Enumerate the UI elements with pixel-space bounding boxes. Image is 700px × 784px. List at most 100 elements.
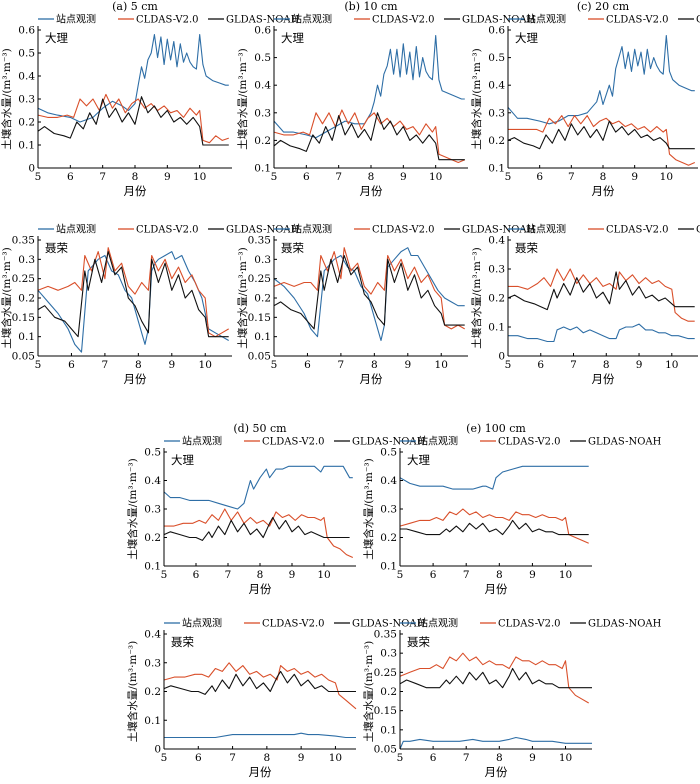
series-line-obs xyxy=(508,323,695,343)
y-tick-label: 0.2 xyxy=(488,293,505,305)
x-tick-label: 9 xyxy=(168,359,175,371)
legend-label: 站点观测 xyxy=(418,435,458,448)
y-tick-label: 0.35 xyxy=(12,235,35,247)
x-tick-label: 8 xyxy=(132,171,139,183)
legend-label: CLDAS-V2.0 xyxy=(372,225,435,236)
y-tick-label: 0.5 xyxy=(254,52,271,64)
legend-label: CLDAS-V2.0 xyxy=(262,437,325,448)
x-tick-label: 5 xyxy=(271,359,278,371)
x-tick-label: 6 xyxy=(195,752,202,764)
y-tick-label: 0.1 xyxy=(254,331,271,343)
series-line-cldas xyxy=(164,508,354,559)
legend-label: GLDAS-NOAH xyxy=(226,15,300,26)
y-axis-label: 土壤含水量/(m³·m⁻³) xyxy=(0,247,13,348)
x-axis-label: 月份 xyxy=(124,372,147,386)
legend-label: CLDAS-V2.0 xyxy=(606,15,669,26)
y-tick-label: 0.4 xyxy=(488,235,505,247)
legend-label: 站点观测 xyxy=(418,617,458,630)
x-tick-label: 6 xyxy=(537,359,544,371)
station-label: 大理 xyxy=(515,31,538,45)
series-line-obs xyxy=(399,465,589,490)
series-line-obs xyxy=(164,732,356,739)
station-label: 聂荣 xyxy=(45,241,68,255)
panel-title: (b) 10 cm xyxy=(344,0,398,13)
x-tick-label: 8 xyxy=(496,752,503,764)
x-tick-label: 7 xyxy=(568,171,575,183)
y-tick-label: 0.2 xyxy=(380,686,397,698)
y-tick-label: 0.3 xyxy=(380,648,397,660)
legend-label: CLDAS-V2.0 xyxy=(498,619,561,630)
x-tick-label: 7 xyxy=(102,359,109,371)
legend-label: CLDAS-V2.0 xyxy=(372,15,435,26)
series-line-gldas xyxy=(507,271,695,311)
x-tick-label: 9 xyxy=(631,171,638,183)
y-tick-label: 0.2 xyxy=(254,293,271,305)
y-tick-label: 0.3 xyxy=(254,107,271,119)
chart-panel-3: 0.1 0.2 0.3 0.4 0.5 0.6 5 6 7 8 9 10 月份 土壤含水量/(m³·m⁻³… xyxy=(470,0,700,198)
x-tick-label: 9 xyxy=(164,171,171,183)
x-tick-label: 8 xyxy=(371,359,378,371)
x-tick-label: 7 xyxy=(463,569,470,581)
legend-label: 站点观测 xyxy=(526,13,566,26)
x-tick-label: 9 xyxy=(298,752,305,764)
x-tick-label: 5 xyxy=(161,752,168,764)
y-tick-label: 0.25 xyxy=(374,667,397,679)
y-tick-label: 0.25 xyxy=(248,273,271,285)
y-tick-label: 0.35 xyxy=(374,629,397,641)
y-tick-label: 0.3 xyxy=(18,254,35,266)
y-tick-label: 0.3 xyxy=(144,657,161,669)
chart-panel-8: 0.1 0.2 0.3 0.4 0.5 5 6 7 8 9 10 月份 土壤含水量/(m³·m⁻³) 站点… xyxy=(362,422,662,596)
x-tick-label: 9 xyxy=(400,171,407,183)
chart-panel-5: 0.050.10.150.20.250.30.355 6 7 8 9 10月份土壤含水量/… xyxy=(236,223,536,387)
y-tick-label: 0.25 xyxy=(12,273,35,285)
x-tick-label: 9 xyxy=(529,752,536,764)
series-line-cldas xyxy=(273,109,466,164)
y-tick-label: 0.2 xyxy=(380,532,397,544)
y-tick-label: 0.4 xyxy=(144,475,161,487)
y-axis-label: 土壤含水量/(m³·m⁻³) xyxy=(236,247,249,348)
legend-label: CLDAS-V2.0 xyxy=(606,225,669,236)
x-tick-label: 7 xyxy=(338,359,345,371)
x-tick-label: 10 xyxy=(317,569,330,581)
y-tick-label: 0.05 xyxy=(248,351,271,363)
y-axis-label: 土壤含水量/(m³·m⁻³) xyxy=(236,48,249,149)
panel-title: (e) 100 cm xyxy=(466,422,526,435)
panel-title: (a) 5 cm xyxy=(112,0,158,13)
y-tick-label: 0.15 xyxy=(12,312,35,324)
series-line-obs xyxy=(507,34,695,125)
x-tick-label: 10 xyxy=(559,752,572,764)
station-label: 聂荣 xyxy=(407,635,430,649)
series-line-cldas xyxy=(163,662,357,710)
station-label: 大理 xyxy=(407,453,430,467)
y-tick-label: 0.2 xyxy=(488,135,505,147)
legend-label: CLDAS-V2.0 xyxy=(136,15,199,26)
y-tick-label: 0.1 xyxy=(144,561,161,573)
chart-panel-4: 0.050.10.150.20.250.30.355 6 7 8 9 10月份土壤含水量/… xyxy=(0,223,300,387)
x-tick-label: 7 xyxy=(99,171,106,183)
x-tick-label: 6 xyxy=(68,359,75,371)
series-line-cldas xyxy=(37,93,229,144)
series-line-cldas xyxy=(508,115,696,166)
y-tick-label: 0.15 xyxy=(374,705,397,717)
x-axis-label: 月份 xyxy=(360,372,383,386)
series-line-gldas xyxy=(37,96,229,146)
station-label: 大理 xyxy=(45,31,68,45)
y-tick-label: 0.35 xyxy=(248,235,271,247)
y-axis-label: 土壤含水量/(m³·m⁻³) xyxy=(470,247,483,348)
station-label: 大理 xyxy=(281,31,304,45)
y-axis-label: 土壤含水量/(m³·m⁻³) xyxy=(470,48,483,149)
x-tick-label: 10 xyxy=(665,359,678,371)
x-tick-label: 10 xyxy=(660,171,673,183)
y-tick-label: 0.2 xyxy=(144,686,161,698)
y-tick-label: 0.4 xyxy=(18,71,35,83)
chart-panel-6: 0 0.1 0.2 0.3 0.4 5 6 7 8 9 10 月份 土壤含水量/(m³·m⁻³) 站点观测… xyxy=(470,223,700,387)
legend-label: 站点观测 xyxy=(292,13,332,26)
y-tick-label: 0.4 xyxy=(254,80,271,92)
y-tick-label: 0 xyxy=(154,744,161,756)
y-tick-label: 0.3 xyxy=(488,264,505,276)
chart-panel-10: 0.05 0.1 0.15 0.2 0.25 0.3 0.35 5 6 7 8 9 10 月份 土壤含水量/… xyxy=(362,617,662,780)
series-line-cldas xyxy=(37,247,229,338)
series-line-cldas xyxy=(399,508,589,544)
y-tick-label: 0.5 xyxy=(380,447,397,459)
x-tick-label: 7 xyxy=(229,752,236,764)
